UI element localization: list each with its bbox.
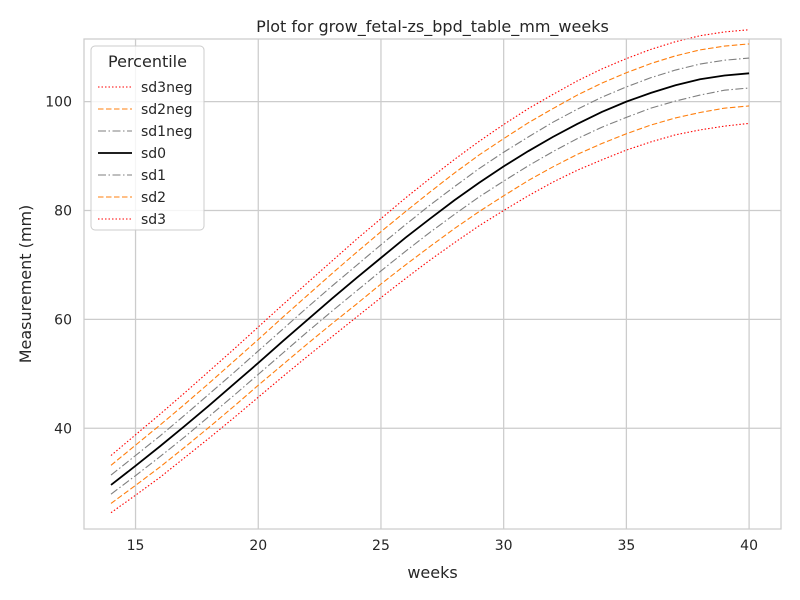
- x-tick-label: 30: [495, 538, 513, 554]
- legend-label-sd0: sd0: [141, 146, 166, 162]
- legend-label-sd2neg: sd2neg: [141, 102, 192, 118]
- y-tick-label: 60: [54, 312, 72, 328]
- legend-label-sd3: sd3: [141, 212, 166, 228]
- legend-label-sd2: sd2: [141, 190, 166, 206]
- legend-label-sd1: sd1: [141, 168, 166, 184]
- x-tick-label: 15: [127, 538, 145, 554]
- series-line-sd2: [110, 43, 750, 466]
- y-tick-label: 40: [54, 421, 72, 437]
- legend-box: [90, 45, 205, 231]
- series-lines: [110, 29, 750, 514]
- x-tick-label: 35: [617, 538, 635, 554]
- series-line-sd1neg: [110, 87, 750, 495]
- legend-label-sd3neg: sd3neg: [141, 80, 192, 96]
- tick-labels: 15 20 25 30 35 40 40 60 80 100: [45, 95, 758, 554]
- plot-frame: [83, 38, 782, 530]
- y-tick-label: 80: [54, 204, 72, 220]
- chart-title: Plot for grow_fetal-zs_bpd_table_mm_week…: [256, 17, 609, 37]
- x-tick-label: 20: [249, 538, 267, 554]
- legend-title: Percentile: [108, 52, 187, 71]
- series-line-sd0: [110, 72, 750, 486]
- gridlines: [84, 39, 781, 529]
- legend-label-sd1neg: sd1neg: [141, 124, 192, 140]
- x-axis-label: weeks: [407, 563, 457, 582]
- series-line-sd2neg: [110, 105, 750, 504]
- series-line-sd1: [110, 57, 750, 476]
- series-line-sd3: [110, 29, 750, 456]
- legend: Percentile sd3neg sd2neg sd1neg sd0 sd1 sd2 sd…: [90, 45, 205, 231]
- y-axis-label: Measurement (mm): [16, 205, 35, 364]
- y-tick-label: 100: [45, 95, 72, 111]
- x-tick-label: 40: [740, 538, 758, 554]
- x-tick-label: 25: [372, 538, 390, 554]
- series-line-sd3neg: [110, 122, 750, 514]
